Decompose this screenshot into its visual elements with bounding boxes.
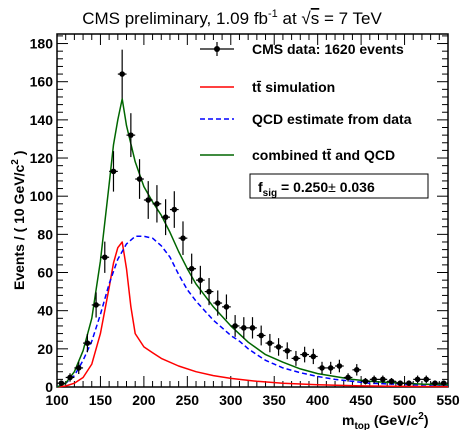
data-point — [206, 288, 212, 295]
data-point — [145, 197, 152, 203]
data-point — [267, 340, 273, 346]
fsig-text: fsig = 0.250± 0.036 — [258, 179, 375, 199]
data-point — [319, 365, 325, 371]
y-tick-label: 80 — [37, 226, 53, 242]
x-tick-label: 300 — [219, 392, 243, 408]
data-point — [388, 378, 395, 385]
data-point — [58, 380, 65, 386]
data-point — [336, 363, 343, 369]
data-point — [188, 265, 195, 272]
legend-label-combined: combined tt̄ and QCD — [252, 147, 395, 163]
x-tick-label: 150 — [89, 392, 113, 408]
data-point — [397, 380, 404, 386]
data-point — [371, 376, 377, 383]
x-tick-label: 250 — [176, 392, 200, 408]
x-tick-label: 550 — [436, 392, 460, 408]
data-point — [110, 168, 117, 175]
data-point — [432, 380, 438, 386]
x-tick-label: 100 — [45, 392, 69, 408]
data-point — [84, 340, 91, 346]
plot-frame — [56, 33, 449, 388]
data-point — [380, 376, 386, 383]
series-line-2 — [56, 98, 449, 388]
data-point — [136, 176, 143, 182]
data-point — [310, 353, 317, 360]
data-point — [362, 378, 369, 385]
legend: CMS data: 1620 events tt̄ simulation QCD… — [200, 41, 412, 163]
x-tick-label: 350 — [263, 392, 287, 408]
data-point — [154, 201, 160, 207]
data-point — [293, 355, 299, 362]
data-point — [440, 380, 447, 386]
data-point — [353, 367, 360, 373]
legend-entry-combined: combined tt̄ and QCD — [200, 147, 395, 163]
legend-entry-qcd: QCD estimate from data — [200, 111, 412, 127]
chart-data-points — [57, 49, 448, 386]
data-point — [423, 376, 430, 383]
data-point — [241, 325, 247, 331]
y-tick-label: 120 — [30, 150, 54, 166]
y-tick-label: 140 — [30, 112, 54, 128]
data-point — [214, 300, 221, 306]
data-point — [128, 132, 134, 138]
y-tick-label: 40 — [37, 303, 53, 319]
data-point — [67, 374, 73, 381]
y-tick-label: 20 — [37, 341, 53, 357]
y-tick-label: 100 — [30, 188, 54, 204]
data-point — [223, 304, 230, 310]
data-point — [197, 277, 204, 283]
data-point — [414, 376, 421, 383]
fsig-box — [249, 173, 429, 199]
data-point — [284, 347, 291, 354]
y-tick-label: 180 — [30, 36, 54, 52]
sqrt-sign: √ — [301, 9, 311, 28]
x-axis-label: mtop (GeV/c2) — [342, 411, 428, 430]
data-point — [75, 365, 82, 371]
y-tick-label: 160 — [30, 74, 54, 90]
legend-entry-ttbar: tt̄ simulation — [200, 79, 335, 95]
y-axis-ticks: 0 20 40 60 80 100 120 140 160 180 — [30, 35, 448, 395]
data-point — [93, 302, 99, 308]
data-point — [232, 323, 238, 329]
series-line-0 — [56, 241, 449, 388]
data-point — [162, 214, 169, 220]
data-point — [275, 344, 282, 350]
legend-entry-data: CMS data: 1620 events — [200, 41, 404, 57]
data-point — [171, 206, 178, 213]
chart-title: CMS preliminary, 1.09 fb-1 at √s = 7 TeV — [82, 8, 382, 28]
x-tick-label: 500 — [393, 392, 417, 408]
x-axis-ticks: 100 150 200 250 300 350 400 450 500 550 — [45, 34, 460, 408]
y-axis-label: Events / ( 10 GeV/c2 ) — [10, 151, 27, 290]
data-point — [301, 351, 308, 358]
data-point — [406, 380, 412, 386]
series-line-1 — [56, 235, 449, 388]
x-tick-label: 450 — [349, 392, 373, 408]
fsig-annotation: fsig = 0.250± 0.036 — [249, 173, 429, 199]
y-tick-label: 60 — [37, 265, 53, 281]
data-point — [345, 374, 351, 381]
legend-label-qcd: QCD estimate from data — [252, 111, 412, 127]
data-point — [180, 235, 186, 241]
chart-curves — [56, 98, 449, 388]
data-point — [327, 365, 334, 371]
y-tick-label: 0 — [45, 379, 53, 395]
data-point — [101, 254, 108, 261]
legend-label-ttbar: tt̄ simulation — [252, 79, 335, 95]
data-point — [258, 332, 264, 339]
x-tick-label: 400 — [306, 392, 330, 408]
data-point — [119, 71, 125, 77]
data-point — [249, 325, 256, 331]
x-tick-label: 200 — [132, 392, 156, 408]
legend-label-data: CMS data: 1620 events — [252, 41, 404, 57]
